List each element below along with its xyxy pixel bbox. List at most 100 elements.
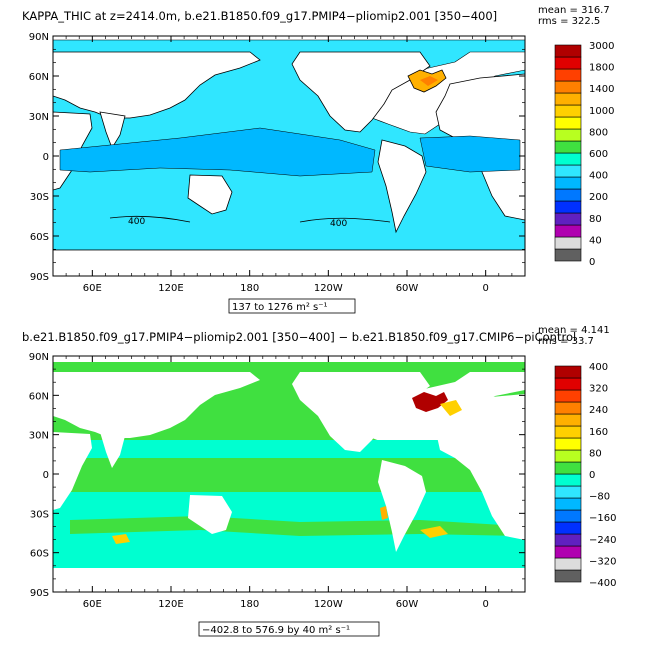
- colorbar-swatch: [554, 413, 582, 427]
- colorbar-swatch: [554, 449, 582, 463]
- colorbar-swatch: [554, 473, 582, 487]
- x-tick-label: 120W: [314, 283, 343, 294]
- panel-2-axes: 60E 120E 180 120W 60W 0 90N 60N 30N 0 30S 60S 90S: [29, 352, 525, 610]
- panel-2-mean: mean = 4.141: [538, 325, 610, 336]
- x-tick-label: 60E: [83, 599, 102, 610]
- colorbar-label: 1400: [589, 84, 614, 95]
- colorbar-swatch: [554, 176, 582, 190]
- colorbar-swatch: [554, 509, 582, 523]
- panel-1-land-australia: [187, 174, 233, 215]
- colorbar-swatch: [554, 128, 582, 142]
- colorbar-label: 80: [589, 448, 602, 459]
- panel-2-range-text: −402.8 to 576.9 by 40 m² s⁻¹: [202, 625, 350, 636]
- panel-2: b.e21.B1850.f09_g17.PMIP4−pliomip2.001 […: [22, 325, 616, 637]
- colorbar-label: −320: [589, 556, 616, 567]
- colorbar-swatch: [554, 224, 582, 238]
- colorbar-swatch: [554, 152, 582, 166]
- colorbar-label: −400: [589, 578, 616, 589]
- panel-1-land-antarctica: [53, 249, 525, 276]
- colorbar-swatch: [554, 533, 582, 547]
- colorbar-label: 320: [589, 384, 608, 395]
- panel-2-anomaly-labrador-ring: [440, 400, 462, 416]
- colorbar-swatch: [554, 425, 582, 439]
- y-tick-label: 90N: [29, 32, 49, 43]
- colorbar-label: 400: [589, 171, 608, 182]
- x-tick-label: 180: [240, 283, 259, 294]
- y-tick-label: 90S: [30, 588, 49, 599]
- colorbar-swatch: [554, 401, 582, 415]
- colorbar-label: 3000: [589, 41, 614, 52]
- colorbar-swatch: [554, 80, 582, 94]
- panel-1-contour-label-1: 400: [128, 217, 145, 227]
- panel-1-contour-label-2: 400: [330, 219, 347, 229]
- colorbar-label: 240: [589, 405, 608, 416]
- panel-1: KAPPA_THIC at z=2414.0m, b.e21.B1850.f09…: [22, 5, 614, 314]
- panel-2-land-antarctica: [53, 568, 525, 592]
- x-tick-label: 180: [240, 599, 259, 610]
- colorbar-swatch: [554, 545, 582, 559]
- colorbar-swatch: [554, 68, 582, 82]
- y-tick-label: 60N: [29, 391, 49, 402]
- colorbar-label: 200: [589, 192, 608, 203]
- colorbar-swatch: [554, 92, 582, 106]
- colorbar-swatch: [554, 212, 582, 226]
- colorbar-swatch: [554, 164, 582, 178]
- x-tick-label: 0: [482, 599, 488, 610]
- colorbar-swatch: [554, 521, 582, 535]
- panel-1-contour-1: [109, 215, 191, 223]
- panel-1-land-northasia: [53, 51, 261, 119]
- x-tick-label: 120E: [158, 599, 183, 610]
- panel-2-land-northasia: [53, 372, 260, 438]
- panel-2-anomaly-labrador: [412, 392, 448, 412]
- y-tick-label: 90N: [29, 352, 49, 363]
- x-tick-label: 60W: [396, 283, 419, 294]
- x-tick-label: 60W: [396, 599, 419, 610]
- panel-1-band-tropical: [59, 127, 376, 177]
- colorbar-label: 160: [589, 427, 608, 438]
- panel-1-band-atlantic: [419, 135, 521, 173]
- panel-1-hotspot-core: [420, 76, 438, 86]
- colorbar-swatch: [554, 569, 582, 583]
- colorbar-label: 80: [589, 214, 602, 225]
- colorbar-swatch: [554, 56, 582, 70]
- panel-2-cyan-band-1: [53, 440, 525, 458]
- colorbar-label: 0: [589, 257, 595, 268]
- colorbar-swatch: [554, 200, 582, 214]
- colorbar-swatch: [554, 557, 582, 571]
- colorbar-label: 800: [589, 127, 608, 138]
- panel-1-land-samerica: [377, 139, 427, 234]
- colorbar-label: 40: [589, 235, 602, 246]
- panel-2-map: [53, 356, 525, 592]
- panel-1-mean: mean = 316.7: [538, 5, 610, 16]
- y-tick-label: 90S: [30, 272, 49, 283]
- panel-1-land-india: [99, 111, 126, 149]
- panel-2-anomaly-south-atlantic: [420, 526, 448, 538]
- colorbar-swatch: [554, 140, 582, 154]
- panel-2-land-australia: [188, 495, 232, 534]
- colorbar-swatch: [554, 188, 582, 202]
- y-tick-label: 30S: [30, 509, 49, 520]
- y-tick-label: 60N: [29, 72, 49, 83]
- panel-2-anomaly-brazil: [380, 506, 388, 520]
- colorbar-label: 0: [589, 470, 595, 481]
- colorbar-swatch: [554, 365, 582, 379]
- panel-2-rms: rms = 33.7: [538, 336, 594, 347]
- colorbar-swatch: [554, 236, 582, 250]
- colorbar-label: 600: [589, 149, 608, 160]
- colorbar-swatch: [554, 497, 582, 511]
- colorbar-swatch: [554, 44, 582, 58]
- x-tick-label: 0: [482, 283, 488, 294]
- panel-2-land-samerica: [378, 460, 426, 552]
- y-tick-label: 30N: [29, 431, 49, 442]
- colorbar-swatch: [554, 461, 582, 475]
- colorbar-swatch: [554, 377, 582, 391]
- x-tick-label: 120E: [158, 283, 183, 294]
- panel-2-land-africa-west: [53, 432, 92, 510]
- panel-2-land-namerica: [292, 372, 430, 452]
- panel-1-title: KAPPA_THIC at z=2414.0m, b.e21.B1850.f09…: [22, 9, 497, 23]
- panel-2-range-box: [198, 621, 380, 637]
- panel-2-title: b.e21.B1850.f09_g17.PMIP4−pliomip2.001 […: [22, 330, 576, 344]
- panel-2-colorbar: 400 320 240 160 80 0 −80 −160 −240 −320 −400: [554, 362, 616, 589]
